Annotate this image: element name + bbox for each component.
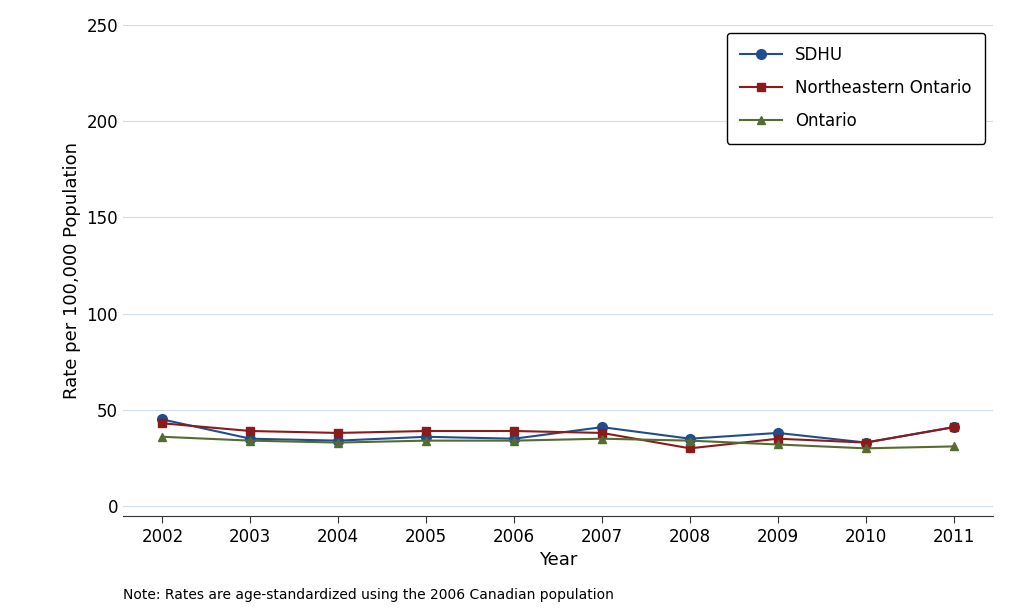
Northeastern Ontario [244,427,256,435]
Line: SDHU: SDHU [158,414,958,448]
Text: Note: Rates are age-standardized using the 2006 Canadian population: Note: Rates are age-standardized using t… [123,588,613,602]
SDHU [860,439,872,446]
SDHU [508,435,520,443]
Northeastern Ontario [947,424,959,431]
Ontario [332,439,344,446]
SDHU [596,424,608,431]
SDHU [684,435,696,443]
Ontario [860,445,872,452]
Northeastern Ontario [596,429,608,437]
Line: Ontario: Ontario [159,433,957,453]
SDHU [947,424,959,431]
Ontario [157,433,169,440]
Line: Northeastern Ontario: Northeastern Ontario [159,419,957,453]
Ontario [684,437,696,445]
Y-axis label: Rate per 100,000 Population: Rate per 100,000 Population [62,142,81,398]
SDHU [772,429,784,437]
SDHU [244,435,256,443]
Northeastern Ontario [332,429,344,437]
Northeastern Ontario [772,435,784,443]
SDHU [157,416,169,423]
Northeastern Ontario [420,427,432,435]
Northeastern Ontario [684,445,696,452]
Ontario [596,435,608,443]
Legend: SDHU, Northeastern Ontario, Ontario: SDHU, Northeastern Ontario, Ontario [727,33,985,144]
Ontario [244,437,256,445]
Northeastern Ontario [157,419,169,427]
X-axis label: Year: Year [539,551,578,569]
Ontario [420,437,432,445]
Ontario [508,437,520,445]
Ontario [947,443,959,450]
SDHU [420,433,432,440]
SDHU [332,437,344,445]
Northeastern Ontario [508,427,520,435]
Ontario [772,441,784,448]
Northeastern Ontario [860,439,872,446]
